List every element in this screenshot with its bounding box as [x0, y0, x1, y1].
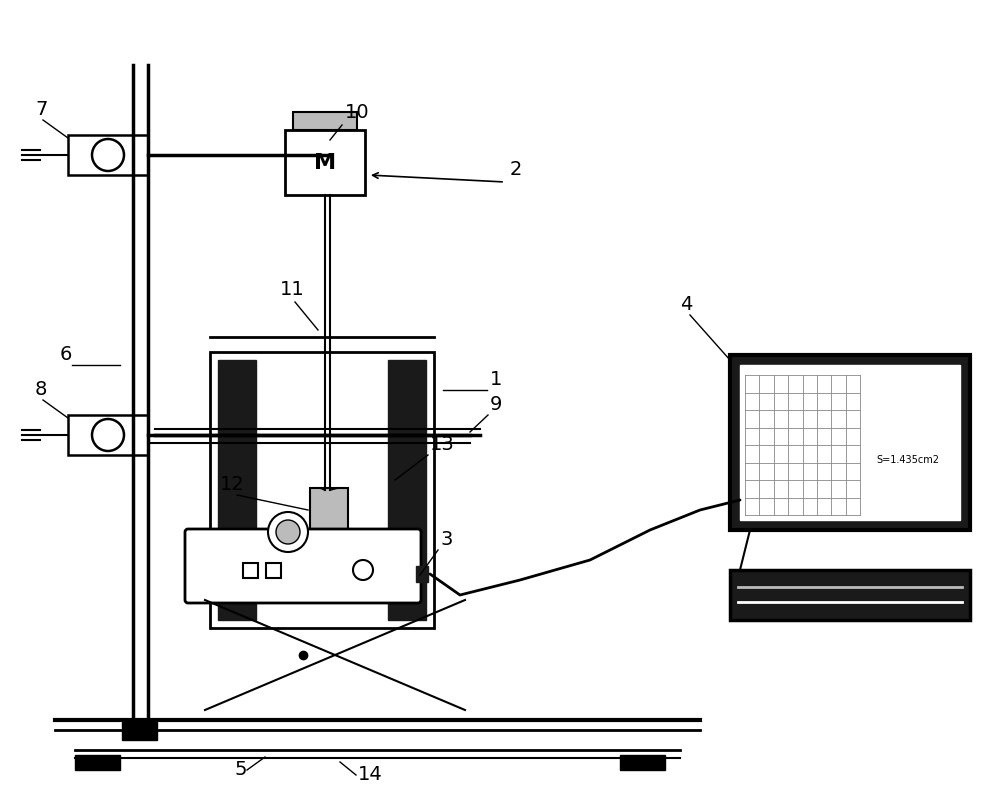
Circle shape: [268, 512, 308, 552]
Text: 9: 9: [490, 395, 502, 414]
Circle shape: [92, 139, 124, 171]
Bar: [388, 360, 426, 620]
Bar: [266, 563, 281, 578]
Text: M: M: [314, 153, 336, 172]
Text: 8: 8: [35, 380, 47, 399]
Text: 11: 11: [280, 280, 305, 299]
Circle shape: [353, 560, 373, 580]
Bar: [75, 755, 120, 770]
Bar: [740, 365, 960, 520]
Bar: [620, 755, 665, 770]
Circle shape: [92, 419, 124, 451]
Text: 6: 6: [60, 345, 72, 364]
Text: 10: 10: [345, 103, 370, 122]
Text: 1: 1: [490, 370, 502, 389]
Bar: [416, 566, 428, 582]
Text: S=1.435cm2: S=1.435cm2: [876, 455, 940, 465]
Text: 4: 4: [680, 295, 692, 314]
Text: 7: 7: [35, 100, 47, 119]
Bar: [210, 352, 434, 628]
Bar: [310, 488, 348, 530]
Bar: [68, 135, 148, 175]
Text: 3: 3: [440, 530, 452, 549]
Bar: [730, 570, 970, 620]
Bar: [243, 563, 258, 578]
Bar: [122, 722, 157, 740]
Text: 5: 5: [235, 760, 248, 779]
Bar: [730, 355, 970, 530]
Bar: [68, 415, 148, 455]
Text: 13: 13: [430, 435, 455, 454]
Text: 2: 2: [510, 160, 522, 179]
Text: 14: 14: [358, 765, 383, 784]
Text: 12: 12: [220, 475, 245, 494]
Bar: [293, 112, 357, 130]
Circle shape: [276, 520, 300, 544]
FancyBboxPatch shape: [185, 529, 421, 603]
Bar: [218, 360, 256, 620]
Bar: [285, 130, 365, 195]
